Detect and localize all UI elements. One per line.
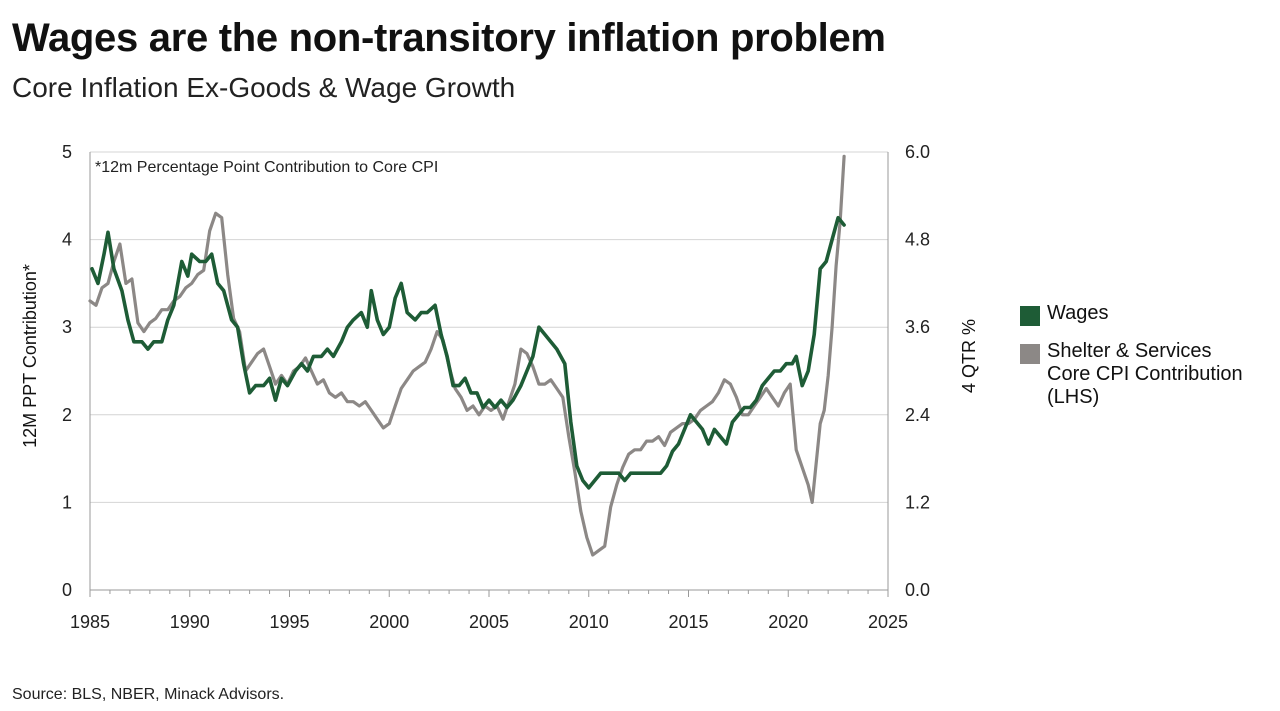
x-tick-label: 1985 — [70, 612, 110, 632]
right-tick-label: 3.6 — [905, 317, 930, 337]
left-axis-title: 12M PPT Contribution* — [20, 264, 40, 448]
right-tick-label: 2.4 — [905, 405, 930, 425]
series-lines — [88, 154, 846, 557]
left-tick-label: 5 — [62, 142, 72, 162]
x-tick-label: 2010 — [569, 612, 609, 632]
x-tick-label: 1995 — [269, 612, 309, 632]
left-tick-label: 1 — [62, 492, 72, 512]
left-tick-label: 2 — [62, 405, 72, 425]
gridlines — [90, 151, 888, 591]
series-line-wages — [90, 215, 846, 490]
right-tick-label: 0.0 — [905, 580, 930, 600]
x-tick-label: 2000 — [369, 612, 409, 632]
left-tick-label: 3 — [62, 317, 72, 337]
chart-legend: Wages Shelter & Services Core CPI Contri… — [1020, 302, 1270, 423]
legend-label-wages: Wages — [1047, 302, 1109, 324]
chart-note: *12m Percentage Point Contribution to Co… — [95, 159, 438, 176]
right-axis-title: 4 QTR % — [959, 319, 979, 393]
left-tick-label: 0 — [62, 580, 72, 600]
legend-label-shelter-line: Shelter & Services — [1047, 340, 1212, 362]
left-tick-label: 4 — [62, 230, 72, 250]
legend-item-shelter: Shelter & Services Core CPI Contribution… — [1020, 340, 1270, 409]
x-tick-label: 2025 — [868, 612, 908, 632]
right-tick-label: 6.0 — [905, 142, 930, 162]
chart-title: Wages are the non-transitory inflation p… — [12, 16, 886, 60]
right-tick-label: 1.2 — [905, 492, 930, 512]
right-tick-label: 4.8 — [905, 230, 930, 250]
x-tick-label: 2005 — [469, 612, 509, 632]
chart-subtitle: Core Inflation Ex-Goods & Wage Growth — [12, 72, 516, 103]
legend-label-shelter: Shelter & Services Core CPI Contribution… — [1047, 340, 1243, 409]
x-tick-label: 2020 — [768, 612, 808, 632]
x-tick-label: 2015 — [668, 612, 708, 632]
legend-label-shelter-line: (LHS) — [1047, 386, 1100, 408]
legend-label-shelter-line: Core CPI Contribution — [1047, 363, 1243, 385]
source-note: Source: BLS, NBER, Minack Advisors. — [12, 686, 285, 703]
series-line-shelter — [88, 154, 846, 557]
legend-item-wages: Wages — [1020, 302, 1270, 326]
legend-swatch-wages — [1020, 306, 1040, 326]
axes: 0 0.0 1 1.2 2 2.4 3 3.6 4 4.8 5 6.0 1985 1990 1995 2000… — [62, 142, 930, 632]
x-tick-label: 1990 — [170, 612, 210, 632]
legend-swatch-shelter — [1020, 344, 1040, 364]
